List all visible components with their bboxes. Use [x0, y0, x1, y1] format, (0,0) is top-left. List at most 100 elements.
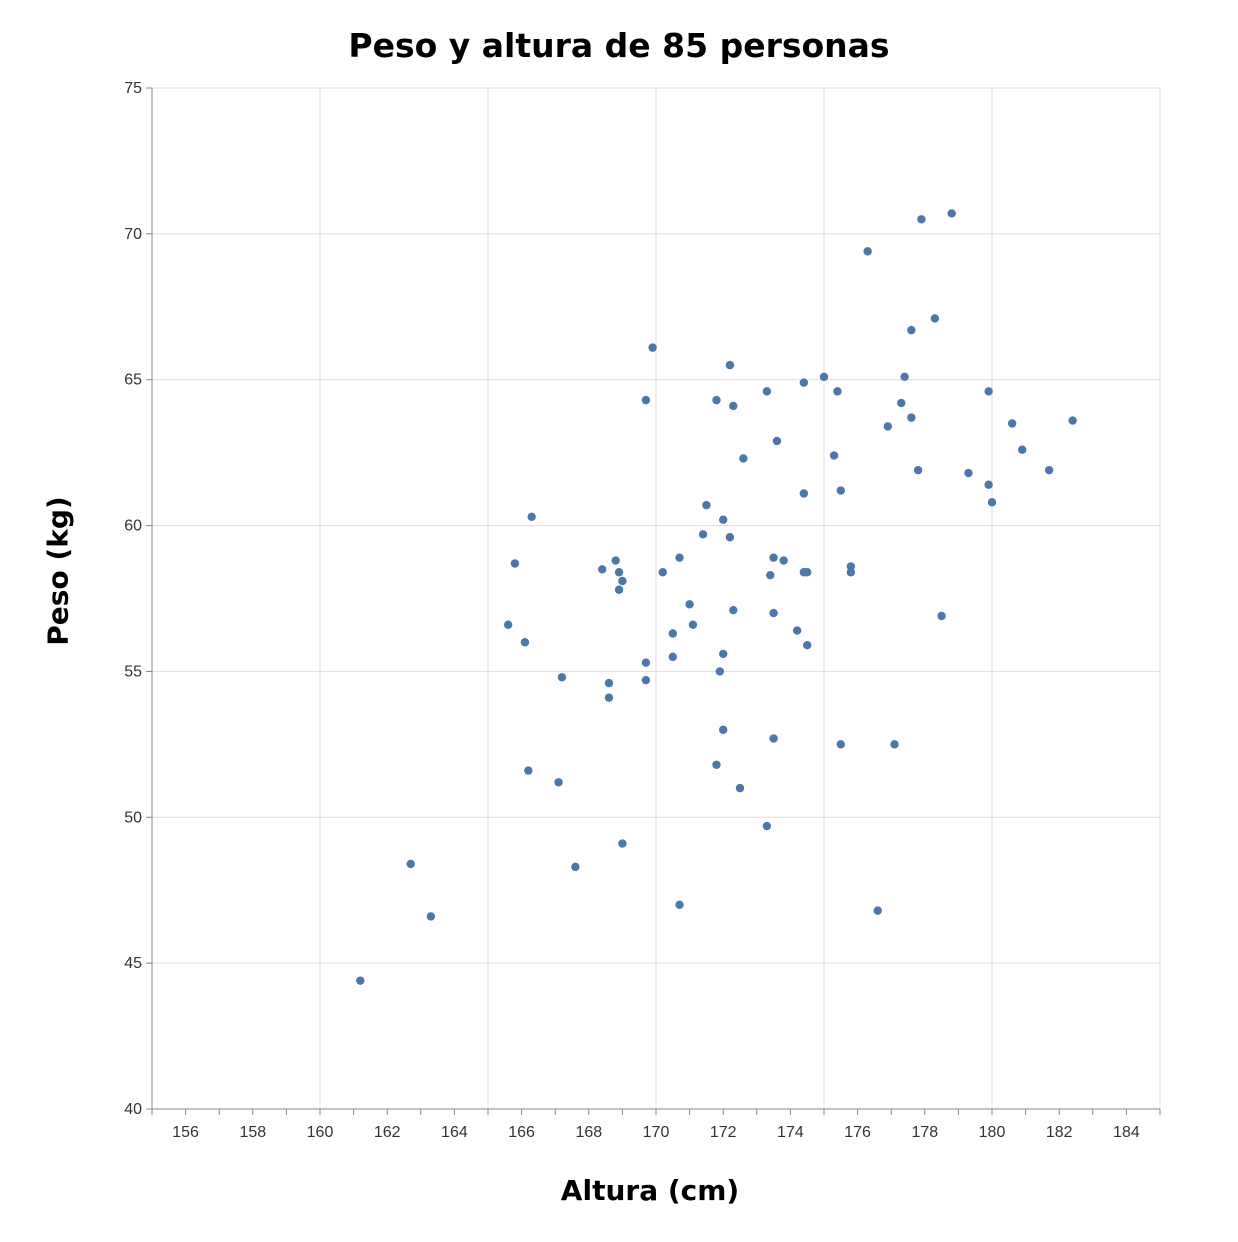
x-tick-label: 170	[643, 1124, 670, 1141]
data-point	[769, 608, 778, 618]
data-point	[799, 378, 809, 387]
data-point	[688, 620, 698, 629]
data-point	[762, 387, 772, 396]
data-point	[836, 740, 845, 749]
y-tick-label: 45	[124, 955, 142, 972]
data-point	[964, 468, 973, 478]
data-point	[769, 734, 778, 743]
x-tick-label: 168	[575, 1124, 602, 1141]
data-point	[685, 600, 694, 609]
x-tick-label: 182	[1046, 1124, 1073, 1141]
data-point	[930, 314, 940, 323]
data-point	[1018, 445, 1027, 454]
y-tick-label: 40	[124, 1101, 142, 1118]
data-point	[614, 585, 624, 594]
data-point	[614, 568, 624, 577]
data-point	[527, 512, 536, 522]
x-tick-label: 156	[172, 1124, 199, 1141]
x-tick-label: 162	[374, 1124, 401, 1141]
y-tick-label: 75	[124, 80, 142, 97]
data-point	[729, 401, 738, 411]
data-point	[833, 387, 842, 396]
data-point	[873, 906, 882, 915]
data-point	[618, 576, 627, 586]
data-point	[819, 372, 829, 381]
data-point	[641, 395, 651, 405]
data-point	[863, 247, 872, 256]
data-point	[712, 395, 721, 405]
data-point	[769, 553, 778, 562]
x-tick-label: 158	[239, 1124, 266, 1141]
data-point	[702, 500, 711, 510]
data-point	[675, 553, 684, 562]
data-point	[598, 565, 607, 574]
data-point	[571, 862, 580, 872]
data-point	[698, 530, 708, 539]
x-tick-label: 166	[508, 1124, 535, 1141]
data-point	[739, 454, 748, 463]
data-point	[503, 620, 513, 629]
data-point	[668, 652, 677, 662]
data-point	[554, 778, 563, 787]
data-point	[725, 533, 735, 542]
data-point	[524, 766, 533, 775]
data-point	[907, 413, 916, 422]
x-tick-label: 174	[777, 1124, 804, 1141]
data-point	[510, 559, 520, 568]
data-point	[829, 451, 839, 460]
data-point	[984, 387, 993, 396]
data-point	[668, 629, 677, 638]
data-point	[917, 215, 926, 224]
data-point	[900, 372, 909, 381]
data-point	[846, 562, 856, 571]
data-point	[604, 678, 614, 688]
data-point	[913, 465, 923, 475]
data-point	[675, 900, 684, 909]
data-point	[641, 658, 651, 667]
data-point	[799, 489, 809, 498]
data-point	[604, 693, 614, 702]
x-tick-label: 184	[1113, 1124, 1140, 1141]
x-tick-label: 180	[979, 1124, 1006, 1141]
data-point	[658, 568, 667, 577]
data-point	[907, 325, 916, 335]
data-point	[611, 556, 620, 565]
data-point	[803, 568, 812, 577]
x-tick-label: 176	[844, 1124, 871, 1141]
data-point	[779, 556, 788, 565]
data-point	[803, 640, 812, 650]
data-point	[836, 486, 845, 495]
data-point	[1068, 416, 1077, 425]
data-point	[1044, 465, 1054, 475]
data-point	[1007, 419, 1017, 428]
data-point	[762, 821, 772, 831]
y-axis-label: Peso (kg)	[41, 496, 75, 646]
data-point	[937, 611, 946, 621]
data-point	[618, 839, 627, 848]
data-point	[719, 649, 728, 659]
data-point	[897, 398, 906, 408]
data-point	[729, 605, 738, 615]
data-point	[792, 626, 802, 635]
x-tick-label: 160	[307, 1124, 334, 1141]
data-point	[772, 436, 782, 446]
data-point	[648, 343, 657, 352]
x-tick-label: 172	[710, 1124, 737, 1141]
data-point	[356, 976, 365, 985]
data-point	[406, 859, 415, 869]
data-point	[846, 568, 856, 577]
data-point	[984, 480, 993, 489]
data-point	[715, 667, 725, 676]
data-point	[719, 725, 728, 734]
data-point	[735, 783, 745, 793]
data-point	[766, 570, 775, 580]
x-axis-label: Altura (cm)	[560, 1174, 740, 1207]
y-tick-label: 70	[124, 226, 142, 243]
y-tick-label: 60	[124, 518, 142, 535]
data-point	[719, 515, 728, 524]
chart-title: Peso y altura de 85 personas	[348, 26, 890, 65]
x-tick-label: 164	[441, 1124, 468, 1141]
data-point	[947, 209, 956, 218]
